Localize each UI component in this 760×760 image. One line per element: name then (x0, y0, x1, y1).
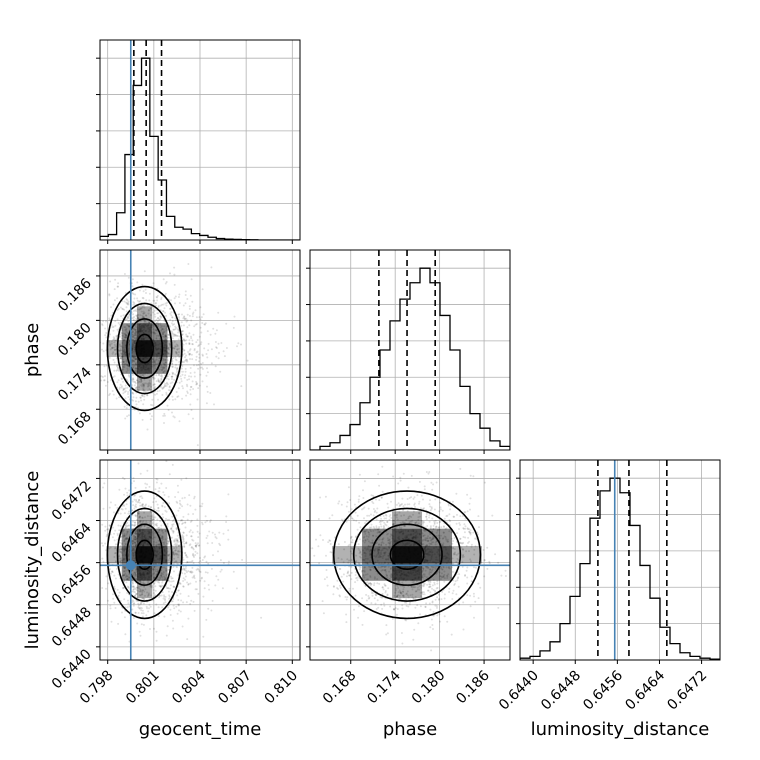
panel-geocent_time-vs-luminosity_distance-contour-0 (135, 539, 154, 571)
xtick-label-luminosity_distance: 0.6448 (538, 668, 584, 714)
ytick-label-phase: 0.180 (55, 320, 95, 360)
xtick-label-luminosity_distance: 0.6472 (664, 668, 710, 714)
panel-phase-vs-luminosity_distance-frame (309, 459, 511, 661)
xlabel-luminosity_distance: luminosity_distance (531, 719, 710, 740)
panel-phase-vs-luminosity_distance-contour-2 (352, 507, 462, 602)
hist-phase-frame (309, 249, 511, 451)
panel-geocent_time-vs-luminosity_distance-content (100, 460, 300, 660)
panel-phase-vs-luminosity_distance-contour-1 (371, 523, 443, 586)
ytick-label-luminosity_distance: 0.6456 (49, 562, 95, 608)
ytick-label-luminosity_distance: 0.6464 (49, 520, 95, 566)
panel-phase-vs-luminosity_distance-density-cell (422, 546, 453, 564)
hist-luminosity_distance-frame (519, 459, 721, 661)
ytick-label-phase: 0.174 (55, 364, 95, 404)
panel-phase-vs-luminosity_distance-density-cell (422, 563, 453, 581)
panel-geocent_time-vs-luminosity_distance-density-cell (137, 546, 153, 564)
ytick-label-phase: 0.168 (55, 409, 95, 449)
panel-phase-vs-luminosity_distance-contour-3 (332, 490, 482, 620)
panel-geocent_time-vs-luminosity_distance-contour-2 (116, 507, 173, 602)
xtick-label-phase: 0.168 (320, 668, 360, 708)
panel-geocent_time-vs-luminosity_distance-truth-point (125, 560, 136, 571)
xlabel-phase: phase (383, 719, 437, 740)
panel-geocent_time-vs-phase-density-cell (106, 340, 122, 357)
panel-geocent_time-vs-luminosity_distance-density-cell (167, 546, 183, 564)
panel-phase-vs-luminosity_distance-density-cell (362, 563, 393, 581)
xtick-label-phase: 0.174 (364, 667, 404, 707)
xtick-label-geocent_time: 0.810 (261, 668, 301, 708)
panel-geocent_time-vs-luminosity_distance-contour-3 (106, 490, 183, 620)
panel-geocent_time-vs-phase-contour-2 (116, 302, 173, 395)
ytick-label-phase: 0.186 (55, 275, 95, 315)
panel-phase-vs-luminosity_distance-density-cell (392, 546, 423, 564)
xtick-label-geocent_time: 0.798 (77, 668, 117, 708)
ylabel-phase: phase (22, 323, 43, 377)
panel-geocent_time-vs-luminosity_distance-contour-1 (126, 523, 164, 586)
xtick-label-geocent_time: 0.807 (215, 668, 255, 708)
panel-geocent_time-vs-phase-contour-1 (126, 318, 164, 379)
panel-phase-vs-luminosity_distance-density-cell (362, 546, 393, 564)
panel-geocent_time-vs-phase-contour-0 (135, 333, 154, 364)
panel-geocent_time-vs-phase-density-cell (137, 340, 153, 357)
panel-phase-vs-luminosity_distance-content (310, 460, 510, 660)
hist-phase-bars (310, 267, 510, 450)
panel-geocent_time-vs-phase-contour-3 (106, 285, 183, 412)
xtick-label-luminosity_distance: 0.6456 (580, 667, 626, 713)
panel-geocent_time-vs-luminosity_distance-density-cell (152, 546, 168, 564)
xtick-label-geocent_time: 0.801 (123, 668, 163, 708)
panel-phase-vs-luminosity_distance-density-cell (362, 528, 393, 547)
panel-phase-vs-luminosity_distance-density-cell (422, 528, 453, 547)
panel-geocent_time-vs-phase-density-cell (167, 340, 183, 357)
panel-geocent_time-vs-phase-density-cell (152, 340, 168, 357)
panel-geocent_time-vs-phase-density-cell (121, 340, 137, 357)
xlabel-geocent_time: geocent_time (139, 719, 262, 740)
xtick-label-phase: 0.186 (453, 667, 493, 707)
xtick-label-luminosity_distance: 0.6440 (496, 668, 542, 714)
ytick-label-luminosity_distance: 0.6472 (49, 478, 95, 524)
panel-geocent_time-vs-luminosity_distance-density-cell (121, 546, 137, 564)
panel-phase-vs-luminosity_distance-contour-0 (389, 539, 425, 571)
panel-geocent_time-vs-phase-content (100, 250, 300, 450)
ytick-label-luminosity_distance: 0.6448 (49, 604, 95, 650)
panel-phase-vs-luminosity_distance-density-cell (332, 546, 363, 564)
hist-luminosity_distance-bars (520, 477, 720, 660)
panel-geocent_time-vs-luminosity_distance-density-cell (106, 546, 122, 564)
panel-phase-vs-luminosity_distance-density-cell (452, 546, 483, 564)
xtick-label-phase: 0.180 (409, 668, 449, 708)
xtick-label-luminosity_distance: 0.6464 (622, 667, 668, 713)
ylabel-luminosity_distance: luminosity_distance (22, 471, 43, 650)
xtick-label-geocent_time: 0.804 (169, 667, 209, 707)
